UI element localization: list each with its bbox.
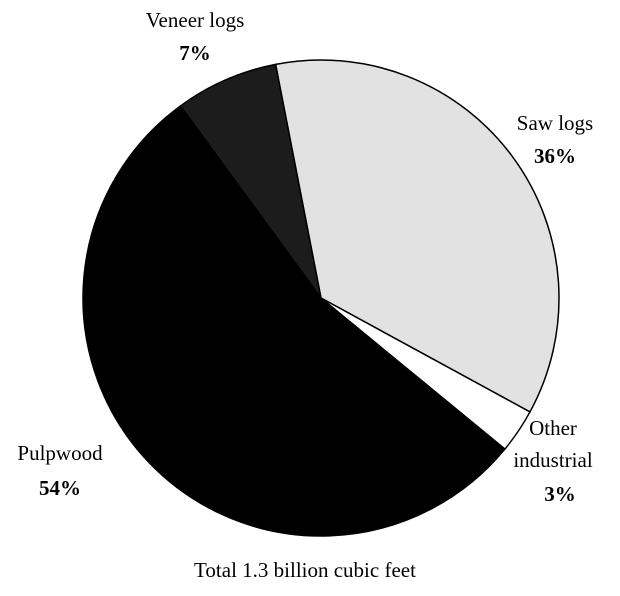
value-label: 7% — [179, 41, 211, 65]
pie-slice — [82, 104, 506, 537]
value-label: 36% — [534, 144, 576, 168]
slice-label-line: industrial — [513, 448, 592, 472]
value-label: 54% — [39, 476, 81, 500]
slice-label-line: Other — [529, 416, 577, 440]
slice-label: Veneer logs — [146, 8, 245, 32]
slice-label: Pulpwood — [17, 441, 103, 465]
pie-slice — [274, 59, 560, 413]
chart-title: Total 1.3 billion cubic feet — [194, 558, 416, 582]
slice-label: Other industrial — [513, 416, 592, 472]
slice-label: Saw logs — [517, 111, 593, 135]
value-label: 3% — [544, 482, 576, 506]
pie-slice — [179, 63, 322, 299]
